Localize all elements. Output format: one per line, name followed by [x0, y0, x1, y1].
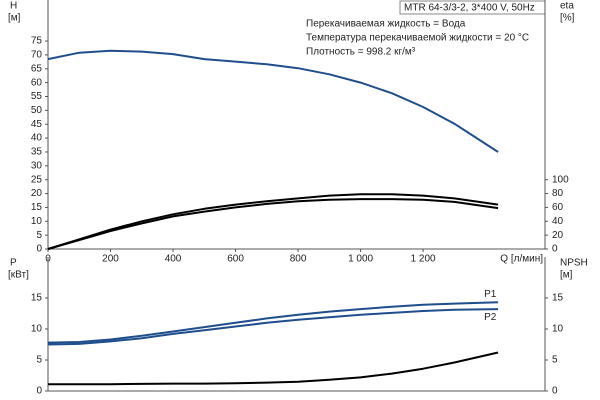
- y2-tick-label: 80: [552, 188, 564, 199]
- y-tick-label: 25: [31, 174, 43, 185]
- x-tick-label: 800: [290, 254, 307, 265]
- y2-axis-unit: [м]: [560, 270, 573, 281]
- x-tick-label: 600: [227, 254, 244, 265]
- y-tick-label: 20: [31, 188, 43, 199]
- y2-axis-label: eta: [560, 1, 574, 12]
- y2-tick-label: 20: [552, 230, 564, 241]
- info-line: Температура перекачиваемой жидкости = 20…: [306, 33, 529, 44]
- series-line: [47, 308, 499, 346]
- y-axis-unit: [кВт]: [8, 270, 29, 281]
- x-tick-label: 1 200: [411, 254, 436, 265]
- y2-tick-label: 5: [552, 355, 558, 366]
- x-tick-label: 400: [165, 254, 182, 265]
- y-tick-label: 75: [31, 36, 43, 47]
- info-line: Плотность = 998.2 кг/м³: [306, 47, 416, 58]
- y-tick-label: 55: [31, 91, 43, 102]
- y2-tick-label: 100: [552, 174, 569, 185]
- y-axis-label: P: [10, 258, 17, 269]
- y2-axis-label: NPSH: [560, 258, 588, 269]
- y-tick-label: 0: [36, 386, 42, 397]
- y-tick-label: 10: [31, 324, 43, 335]
- y-tick-label: 5: [36, 355, 42, 366]
- y2-tick-label: 0: [552, 386, 558, 397]
- series-line: [47, 301, 499, 344]
- y-tick-label: 15: [31, 293, 43, 304]
- y2-axis-unit: [%]: [560, 13, 575, 24]
- y-tick-label: 60: [31, 77, 43, 88]
- y-tick-label: 0: [36, 244, 42, 255]
- series-label: P1: [484, 289, 497, 300]
- x-axis-label: Q [л/мин]: [500, 254, 543, 265]
- y-tick-label: 15: [31, 202, 43, 213]
- y2-tick-label: 40: [552, 216, 564, 227]
- y-axis-unit: [м]: [8, 13, 21, 24]
- model: MTR 64-3/3-2, 3*400 V, 50Hz: [404, 3, 535, 14]
- series-line: [47, 193, 499, 250]
- y-tick-label: 5: [36, 230, 42, 241]
- series-line: [48, 351, 499, 386]
- y2-tick-label: 15: [552, 293, 564, 304]
- x-tick-label: 200: [102, 254, 119, 265]
- y-tick-label: 30: [31, 160, 43, 171]
- y-tick-label: 65: [31, 63, 43, 74]
- series-line: [47, 49, 499, 153]
- y-tick-label: 35: [31, 147, 43, 158]
- y2-tick-label: 10: [552, 324, 564, 335]
- y-tick-label: 40: [31, 133, 43, 144]
- y2-tick-label: 60: [552, 202, 564, 213]
- series-label: P2: [484, 312, 497, 323]
- info-line: Перекачиваемая жидкость = Вода: [306, 19, 466, 30]
- y-tick-label: 50: [31, 105, 43, 116]
- y-tick-label: 10: [31, 216, 43, 227]
- y-axis-label: H: [10, 1, 17, 12]
- series-line: [47, 198, 499, 250]
- y-tick-label: 70: [31, 50, 43, 61]
- x-tick-label: 1 000: [348, 254, 373, 265]
- y-tick-label: 45: [31, 119, 43, 130]
- y2-tick-label: 0: [552, 244, 558, 255]
